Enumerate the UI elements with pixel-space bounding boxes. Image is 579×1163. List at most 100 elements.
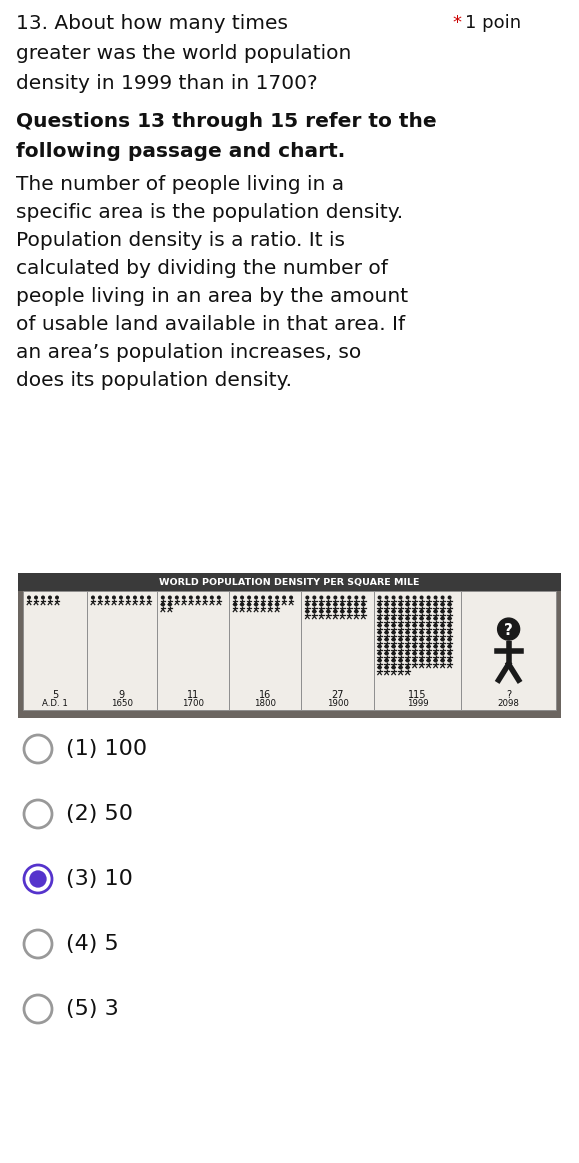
Circle shape	[413, 659, 416, 662]
Text: Population density is a ratio. It is: Population density is a ratio. It is	[16, 231, 345, 250]
Circle shape	[400, 604, 402, 606]
Text: calculated by dividing the number of: calculated by dividing the number of	[16, 259, 388, 278]
Text: an area’s population increases, so: an area’s population increases, so	[16, 343, 361, 362]
Circle shape	[196, 597, 199, 599]
Circle shape	[441, 604, 444, 606]
Circle shape	[434, 625, 437, 627]
Circle shape	[189, 597, 192, 599]
Circle shape	[385, 618, 388, 620]
Circle shape	[306, 611, 309, 613]
Circle shape	[56, 597, 58, 599]
Bar	[461, 591, 556, 709]
Circle shape	[441, 659, 444, 662]
Circle shape	[393, 597, 395, 599]
Circle shape	[427, 645, 430, 648]
Circle shape	[234, 597, 236, 599]
Circle shape	[406, 652, 409, 655]
Circle shape	[276, 604, 278, 606]
Circle shape	[393, 638, 395, 641]
Circle shape	[320, 604, 323, 606]
Circle shape	[413, 632, 416, 634]
Bar	[18, 573, 561, 591]
Text: 27: 27	[331, 690, 344, 700]
Circle shape	[385, 638, 388, 641]
Circle shape	[348, 604, 351, 606]
Text: A.D. 1: A.D. 1	[42, 699, 68, 708]
Circle shape	[378, 659, 381, 662]
Circle shape	[327, 611, 329, 613]
Circle shape	[385, 597, 388, 599]
Circle shape	[327, 604, 329, 606]
Circle shape	[427, 604, 430, 606]
Circle shape	[400, 645, 402, 648]
Circle shape	[168, 604, 171, 606]
Circle shape	[441, 645, 444, 648]
Text: 5: 5	[52, 690, 58, 700]
Circle shape	[362, 604, 365, 606]
Circle shape	[400, 597, 402, 599]
Circle shape	[378, 666, 381, 669]
Circle shape	[448, 645, 451, 648]
Circle shape	[413, 652, 416, 655]
Circle shape	[393, 652, 395, 655]
Circle shape	[413, 625, 416, 627]
Text: 13. About how many times: 13. About how many times	[16, 14, 288, 33]
Circle shape	[413, 604, 416, 606]
Circle shape	[385, 645, 388, 648]
Circle shape	[241, 597, 243, 599]
Circle shape	[441, 638, 444, 641]
Circle shape	[378, 632, 381, 634]
Circle shape	[313, 597, 316, 599]
Text: The number of people living in a: The number of people living in a	[16, 174, 344, 194]
Circle shape	[420, 625, 423, 627]
Circle shape	[420, 611, 423, 613]
Circle shape	[355, 597, 358, 599]
Circle shape	[378, 638, 381, 641]
Circle shape	[434, 659, 437, 662]
Circle shape	[441, 611, 444, 613]
Circle shape	[448, 632, 451, 634]
Text: 1800: 1800	[254, 699, 276, 708]
Circle shape	[448, 611, 451, 613]
Bar	[18, 573, 561, 718]
Circle shape	[400, 625, 402, 627]
Circle shape	[290, 597, 292, 599]
Circle shape	[393, 625, 395, 627]
Circle shape	[320, 597, 323, 599]
Text: 1700: 1700	[182, 699, 204, 708]
Circle shape	[120, 597, 122, 599]
Circle shape	[248, 604, 250, 606]
Circle shape	[148, 597, 151, 599]
Circle shape	[378, 652, 381, 655]
Circle shape	[262, 604, 265, 606]
Text: ?: ?	[504, 623, 513, 638]
Circle shape	[427, 618, 430, 620]
Circle shape	[427, 597, 430, 599]
Bar	[229, 591, 301, 709]
Circle shape	[420, 597, 423, 599]
Circle shape	[113, 597, 115, 599]
Circle shape	[385, 611, 388, 613]
Circle shape	[162, 597, 164, 599]
Circle shape	[141, 597, 143, 599]
Circle shape	[406, 632, 409, 634]
Circle shape	[385, 659, 388, 662]
Text: of usable land available in that area. If: of usable land available in that area. I…	[16, 315, 405, 334]
Circle shape	[400, 618, 402, 620]
Circle shape	[406, 638, 409, 641]
Circle shape	[105, 597, 108, 599]
Circle shape	[406, 645, 409, 648]
Circle shape	[385, 604, 388, 606]
Circle shape	[313, 611, 316, 613]
Circle shape	[393, 618, 395, 620]
Text: (1) 100: (1) 100	[66, 739, 147, 759]
Text: specific area is the population density.: specific area is the population density.	[16, 204, 403, 222]
Circle shape	[393, 666, 395, 669]
Circle shape	[24, 865, 52, 893]
Circle shape	[42, 597, 45, 599]
Circle shape	[448, 659, 451, 662]
Text: ?: ?	[506, 690, 511, 700]
Circle shape	[406, 604, 409, 606]
Circle shape	[406, 618, 409, 620]
Text: does its population density.: does its population density.	[16, 371, 292, 390]
